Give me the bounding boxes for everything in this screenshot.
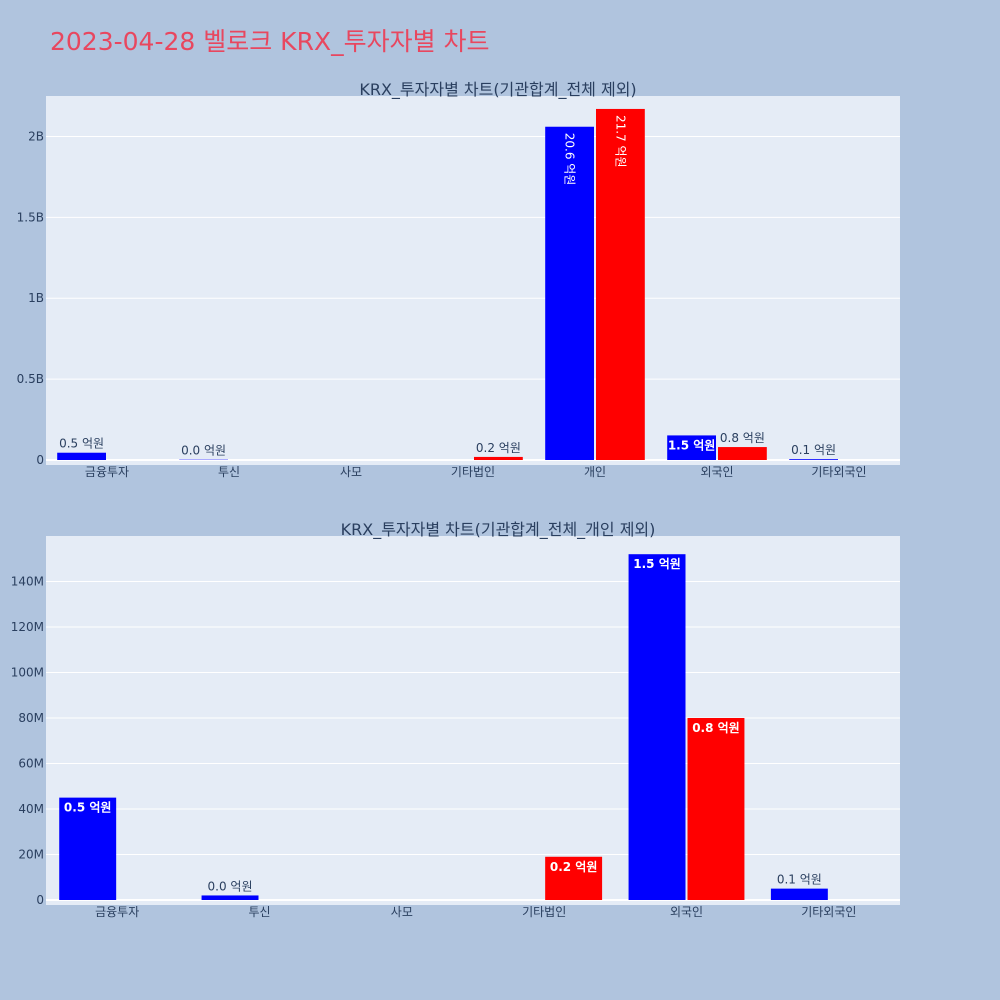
x-tick-label: 개인 [584,465,606,479]
bar-label: 0.1 억원 [777,873,822,887]
y-tick-label: 60M [18,757,44,771]
bar-label: 20.6 억원 [563,133,577,186]
chart-top: 0 0.5B 1B 1.5B 2B KRX_투자자별 차트(기관합계_전체 제외) 금융투자… [17,80,900,479]
y-tick-label: 100M [11,666,44,680]
bar-label: 21.7 억원 [613,115,627,168]
x-tick-label: 외국인 [670,905,703,919]
y-tick-label: 80M [18,711,44,725]
bar-label: 0.0 억원 [181,444,226,458]
bar-label: 0.0 억원 [208,879,253,893]
y-tick-label: 1B [28,291,44,305]
bar-label: 0.5 억원 [59,437,104,451]
bar [57,452,106,460]
y-tick-label: 0 [36,893,44,907]
y-tick-label: 120M [11,620,44,634]
page-title: 2023-04-28 벨로크 KRX_투자자별 차트 [50,27,490,56]
x-tick-label: 기타외국인 [811,465,866,479]
x-tick-label: 기타외국인 [801,905,856,919]
bar-label: 0.1 억원 [791,443,836,457]
bar-label: 0.8 억원 [720,431,765,445]
bar-label: 0.8 억원 [692,721,740,735]
x-tick-label: 사모 [391,905,413,919]
bar [718,447,767,460]
x-tick-label: 투신 [248,905,270,919]
bar [789,459,838,460]
y-tick-label: 2B [28,129,44,143]
y-tick-label: 0.5B [17,372,44,386]
chart-bottom: 0 20M 40M 60M 80M 100M 120M 140M KRX_투자자별 차트(기관합… [11,520,900,919]
plot-area [46,96,900,465]
bar [667,435,716,460]
plot-area [46,536,900,905]
y-tick-label: 40M [18,802,44,816]
bar [596,108,645,460]
bar-label: 1.5 억원 [633,557,681,571]
chart-title: KRX_투자자별 차트(기관합계_전체 제외) [359,80,636,100]
bar [474,456,523,460]
x-tick-label: 금융투자 [85,465,129,479]
bar [628,554,686,900]
x-tick-label: 기타법인 [522,905,566,919]
x-tick-label: 외국인 [700,465,733,479]
y-tick-label: 0 [36,453,44,467]
bar [545,856,603,900]
bar [545,126,594,460]
y-tick-label: 20M [18,848,44,862]
bar [687,718,745,900]
x-tick-label: 기타법인 [451,465,495,479]
x-tick-label: 사모 [340,465,362,479]
y-tick-label: 1.5B [17,210,44,224]
x-tick-label: 금융투자 [95,905,139,919]
bar [770,888,828,900]
bar-label: 0.2 억원 [550,860,598,874]
x-tick-label: 투신 [218,465,240,479]
bar-label: 1.5 억원 [668,438,716,452]
bar-label: 0.2 억원 [476,441,521,455]
bar [59,797,117,900]
y-tick-label: 140M [11,575,44,589]
chart-title: KRX_투자자별 차트(기관합계_전체_개인 제외) [341,520,656,540]
bar-label: 0.5 억원 [64,801,112,815]
bar [201,895,259,900]
